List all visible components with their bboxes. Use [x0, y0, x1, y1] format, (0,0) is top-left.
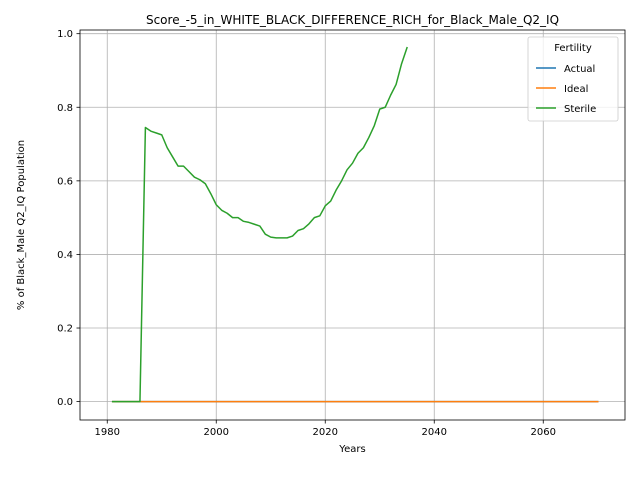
x-tick-label: 2020 — [313, 427, 338, 438]
legend-label-actual: Actual — [564, 64, 595, 75]
legend-label-ideal: Ideal — [564, 84, 588, 95]
x-axis-label: Years — [338, 444, 365, 455]
y-tick-label: 0.6 — [57, 176, 73, 187]
x-tick-label: 2060 — [531, 427, 556, 438]
legend-label-sterile: Sterile — [564, 104, 596, 115]
y-tick-label: 0.2 — [57, 324, 73, 335]
y-tick-label: 0.4 — [57, 250, 73, 261]
y-tick-label: 1.0 — [57, 29, 73, 40]
x-tick-label: 2000 — [204, 427, 229, 438]
legend: Fertility Actual Ideal Sterile — [528, 37, 618, 121]
x-tick-label: 2040 — [422, 427, 447, 438]
chart-title: Score_-5_in_WHITE_BLACK_DIFFERENCE_RICH_… — [146, 13, 559, 27]
y-axis-label: % of Black_Male Q2_IQ Population — [16, 140, 27, 310]
y-tick-label: 0.0 — [57, 397, 73, 408]
x-tick-label: 1980 — [95, 427, 120, 438]
y-tick-label: 0.8 — [57, 103, 73, 114]
legend-title: Fertility — [554, 43, 592, 54]
